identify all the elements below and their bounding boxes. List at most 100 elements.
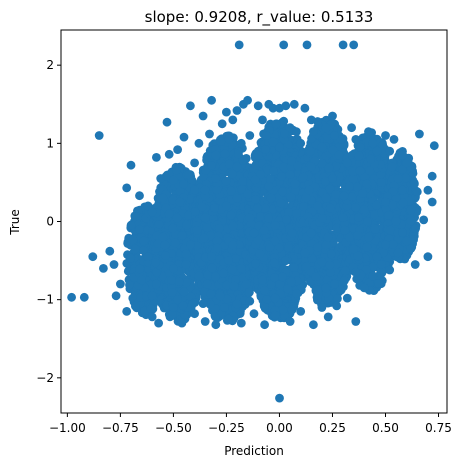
scatter-point <box>268 205 277 214</box>
scatter-point <box>232 299 242 309</box>
scatter-point <box>220 149 230 159</box>
scatter-point <box>371 200 381 210</box>
scatter-point <box>266 174 275 184</box>
scatter-point <box>251 259 260 269</box>
scatter-point <box>251 194 260 204</box>
scatter-point <box>321 240 331 250</box>
scatter-point <box>317 257 327 267</box>
scatter-point <box>205 300 215 309</box>
scatter-point <box>135 264 145 274</box>
scatter-point <box>207 161 216 170</box>
scatter-point <box>260 203 270 213</box>
scatter-point <box>264 213 273 223</box>
scatter-point <box>184 211 194 220</box>
scatter-point <box>207 263 217 273</box>
scatter-point <box>216 137 226 147</box>
scatter-point <box>266 280 276 289</box>
scatter-point <box>368 262 378 271</box>
scatter-point <box>259 301 269 311</box>
scatter-point <box>241 280 251 289</box>
scatter-point <box>213 243 222 253</box>
scatter-point <box>299 202 308 212</box>
scatter-point <box>353 251 363 261</box>
scatter-point <box>271 119 281 129</box>
scatter-point <box>222 294 232 304</box>
scatter-point <box>278 272 287 282</box>
scatter-point <box>317 214 327 223</box>
scatter-point <box>268 137 278 147</box>
scatter-point <box>336 285 346 295</box>
scatter-point <box>286 277 296 287</box>
scatter-point <box>227 265 237 274</box>
scatter-point <box>178 301 188 310</box>
scatter-point <box>340 225 350 235</box>
scatter-point <box>324 163 334 173</box>
scatter-point <box>301 262 311 271</box>
scatter-point <box>253 204 262 214</box>
scatter-point <box>317 158 327 168</box>
scatter-point <box>161 251 171 260</box>
scatter-point <box>177 231 187 240</box>
scatter-point <box>140 306 149 316</box>
scatter-point <box>259 285 269 295</box>
scatter-point <box>278 187 287 197</box>
scatter-point <box>174 277 184 286</box>
scatter-point <box>340 266 350 276</box>
scatter-point <box>321 176 330 186</box>
scatter-point <box>219 268 228 278</box>
scatter-point <box>234 240 244 250</box>
scatter-point <box>229 281 239 291</box>
scatter-point <box>298 172 308 182</box>
scatter-point <box>265 243 275 253</box>
scatter-point <box>172 213 182 223</box>
scatter-point <box>168 195 178 205</box>
scatter-point <box>131 301 140 311</box>
scatter-point <box>293 161 303 171</box>
scatter-point <box>327 249 336 259</box>
scatter-point <box>278 305 288 315</box>
scatter-point <box>139 246 149 255</box>
scatter-point <box>290 179 300 189</box>
scatter-point <box>199 233 209 243</box>
scatter-point <box>354 212 363 222</box>
scatter-point <box>228 221 238 231</box>
scatter-point <box>347 192 357 202</box>
scatter-points <box>67 40 439 403</box>
scatter-point <box>353 182 362 192</box>
scatter-point <box>287 156 296 166</box>
scatter-point <box>153 239 163 249</box>
scatter-point <box>126 253 135 263</box>
scatter-point <box>221 176 231 186</box>
scatter-point <box>160 240 170 250</box>
scatter-point <box>363 217 372 226</box>
scatter-point <box>270 236 280 246</box>
scatter-point <box>262 295 272 304</box>
scatter-point <box>255 249 265 258</box>
scatter-point <box>214 224 224 233</box>
scatter-point <box>234 149 243 159</box>
scatter-point <box>250 175 260 185</box>
scatter-point <box>231 254 241 263</box>
scatter-point <box>192 226 202 235</box>
scatter-point <box>348 174 358 184</box>
scatter-point <box>275 279 285 289</box>
scatter-point <box>321 283 331 293</box>
scatter-point <box>232 193 242 203</box>
scatter-point <box>301 193 311 203</box>
scatter-point <box>168 223 178 233</box>
scatter-point <box>280 129 289 139</box>
scatter-point <box>339 191 349 201</box>
scatter-point <box>192 240 202 250</box>
scatter-point <box>226 186 236 196</box>
scatter-point <box>182 220 192 230</box>
scatter-point <box>172 165 181 175</box>
scatter-point <box>332 223 342 233</box>
scatter-point <box>179 179 189 189</box>
scatter-point <box>344 233 354 242</box>
scatter-point <box>270 273 279 283</box>
scatter-point <box>354 151 364 161</box>
scatter-point <box>325 268 335 277</box>
scatter-point <box>378 141 388 150</box>
scatter-point <box>224 134 234 144</box>
